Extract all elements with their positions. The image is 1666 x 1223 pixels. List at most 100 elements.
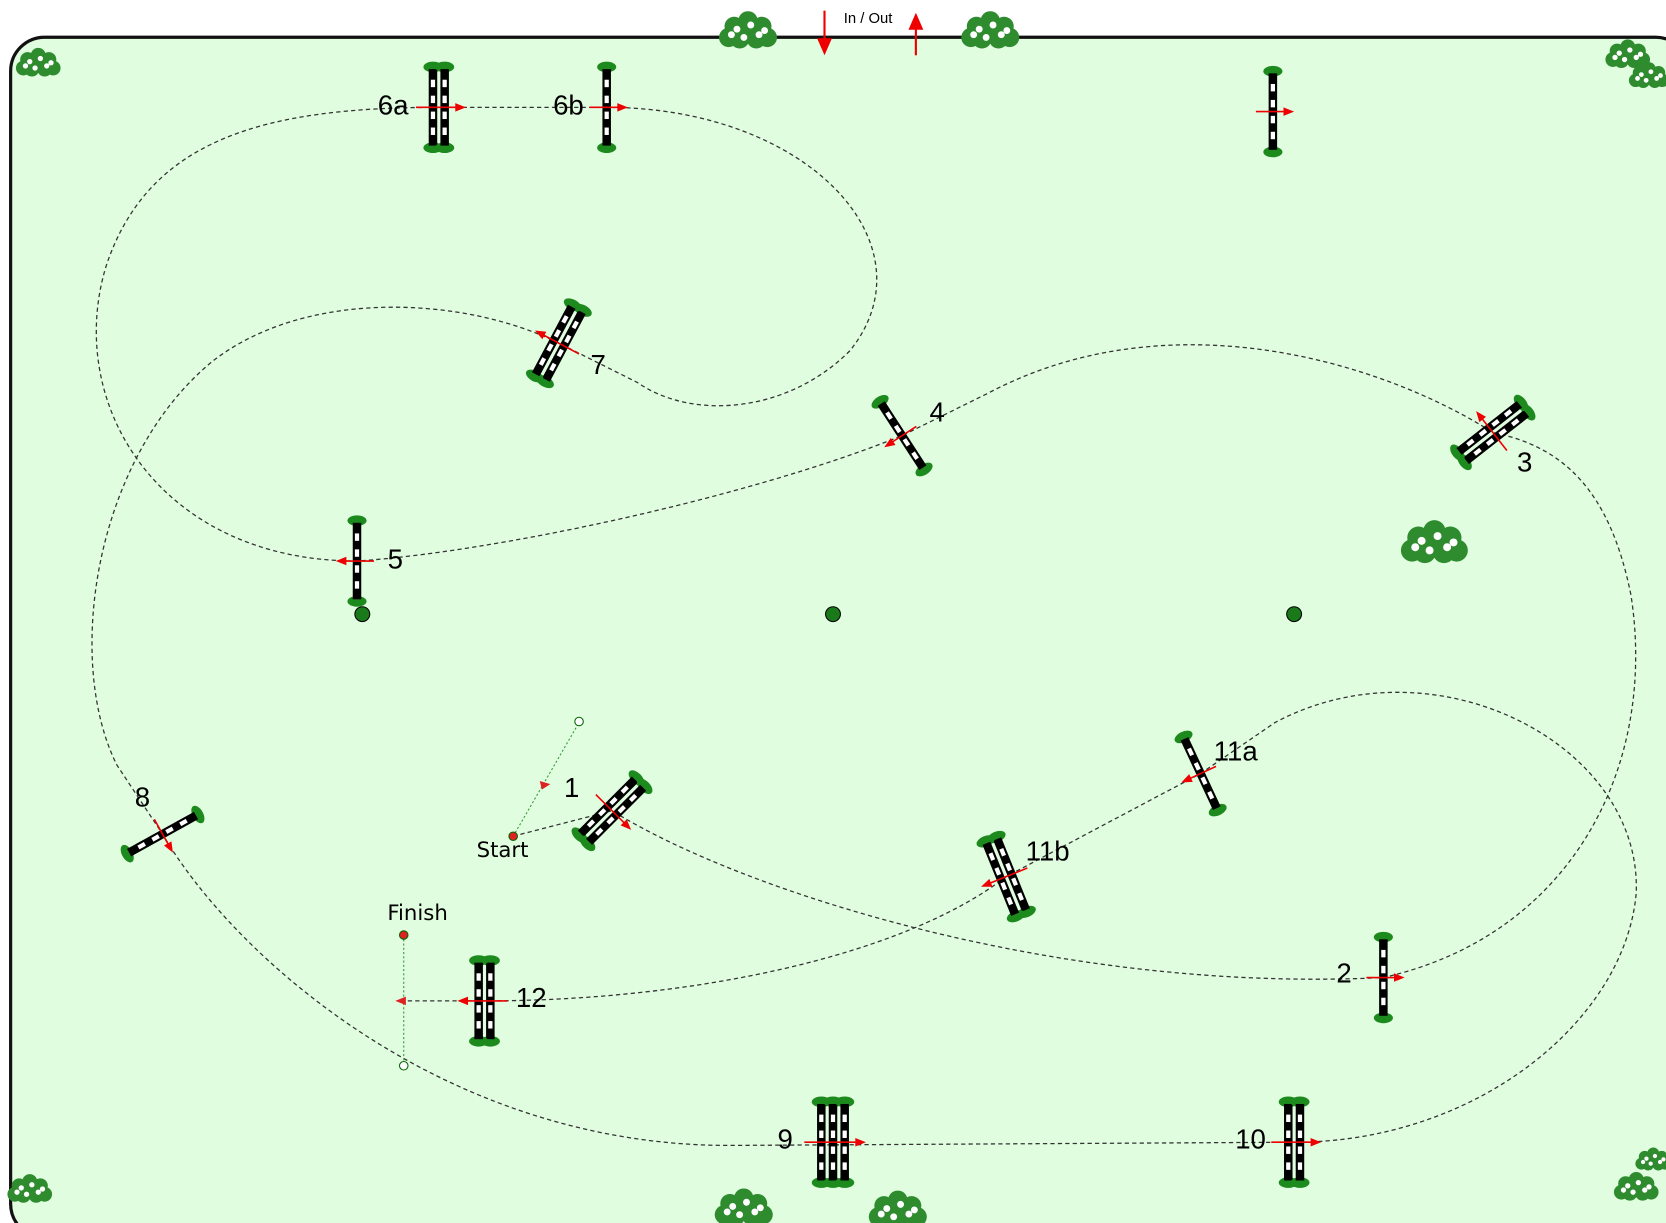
rail-stripe: [442, 79, 447, 88]
direction-arrow: [395, 996, 406, 1006]
bush-flower: [48, 60, 54, 66]
bush-flower: [877, 1210, 885, 1218]
jump: [1271, 1096, 1322, 1188]
wing: [469, 955, 489, 966]
bush-flower: [1637, 51, 1644, 57]
rail-stripe: [1511, 418, 1520, 427]
rail-stripe: [911, 451, 919, 460]
bush: [1605, 39, 1651, 69]
bush-flower: [905, 1210, 913, 1218]
bush-flower: [1640, 1159, 1646, 1165]
wing: [469, 1035, 489, 1047]
bush-flower: [1612, 54, 1618, 61]
rail-stripe: [598, 808, 607, 817]
direction-arrow: [1479, 415, 1508, 451]
jump-label: 12: [516, 982, 547, 1013]
rail-stripe: [595, 827, 604, 836]
direction-arrow: [981, 878, 993, 887]
rail-stripe: [354, 565, 360, 573]
bush-flower: [736, 1211, 744, 1219]
rail-stripe: [830, 1114, 836, 1123]
rail-stripe: [606, 816, 615, 825]
jump-label: 5: [388, 543, 403, 574]
direction-arrow: [163, 841, 173, 853]
bush-flower: [997, 31, 1005, 39]
bush-flower: [1638, 72, 1644, 78]
rail-stripe: [1187, 747, 1195, 757]
wing: [835, 1096, 855, 1108]
bush-flower: [1417, 536, 1426, 545]
rail-stripe: [476, 1021, 481, 1029]
rail-stripe: [442, 127, 447, 135]
rail-stripe: [1000, 881, 1008, 891]
rail-stripe: [1270, 83, 1275, 92]
bush-flower: [755, 31, 763, 39]
rail-stripe: [1286, 1146, 1291, 1154]
wing: [1450, 444, 1465, 461]
jump: [457, 955, 508, 1047]
wing: [1263, 146, 1283, 158]
rail-stripe: [1485, 438, 1495, 446]
rail-stripe: [546, 343, 554, 352]
bush-flower: [1646, 1184, 1652, 1190]
jump: [976, 830, 1036, 923]
direction-arrow: [595, 794, 628, 826]
rail-stripe: [842, 1130, 847, 1138]
rail-stripe: [476, 973, 481, 981]
rail-stripe: [430, 79, 436, 88]
jump-label: 6b: [553, 90, 584, 121]
jump-label: 10: [1235, 1123, 1266, 1154]
bush-flower: [14, 1189, 20, 1195]
bush-flower: [1633, 54, 1639, 61]
jump-label: 6a: [378, 90, 409, 121]
wing: [579, 835, 596, 852]
marker: [825, 606, 841, 623]
rail-stripe: [609, 796, 618, 806]
bush-flower: [1642, 1187, 1648, 1193]
rail-stripe: [1381, 965, 1386, 974]
rail-stripe: [1200, 776, 1208, 786]
bush-flower: [1648, 1161, 1653, 1166]
jump: [415, 61, 466, 154]
wing: [1290, 1096, 1310, 1108]
jump: [120, 805, 205, 863]
jump: [571, 770, 653, 852]
bush-flower: [1616, 50, 1622, 56]
bush-flower: [1635, 76, 1640, 81]
rail-stripe: [988, 852, 996, 861]
bush-flower: [22, 63, 29, 69]
wing: [597, 61, 617, 73]
wing: [1373, 1012, 1393, 1024]
jump: [589, 61, 628, 154]
bush: [15, 47, 61, 77]
rail-stripe: [604, 95, 609, 104]
bush: [868, 1190, 927, 1223]
rail-stripe: [1006, 896, 1014, 906]
rail-stripe: [842, 1146, 847, 1154]
bush-flower: [32, 65, 38, 71]
bush-flower: [751, 1208, 759, 1216]
bush: [7, 1174, 53, 1203]
rail-stripe: [604, 127, 609, 135]
direction-arrow: [457, 996, 469, 1006]
rail-stripe: [430, 111, 436, 120]
bush-flower: [1433, 532, 1442, 541]
rail-stripe: [893, 424, 902, 434]
rail-stripe: [476, 1005, 481, 1013]
bush-flower: [1627, 47, 1633, 53]
bush-flower: [1654, 76, 1660, 81]
bush-flower: [989, 21, 997, 29]
rail-stripe: [549, 362, 557, 372]
rail-stripe: [1473, 447, 1482, 456]
rail-stripe: [1466, 438, 1475, 447]
start-flag: [508, 831, 518, 841]
bush: [714, 1188, 773, 1223]
rail-stripe: [819, 1130, 824, 1138]
wing: [1263, 65, 1283, 77]
rail-stripe: [1286, 1130, 1291, 1138]
rail-stripe: [488, 973, 493, 981]
bush-flower: [890, 1213, 898, 1221]
finish-flag: [398, 1060, 409, 1071]
rail-stripe: [819, 1114, 824, 1123]
